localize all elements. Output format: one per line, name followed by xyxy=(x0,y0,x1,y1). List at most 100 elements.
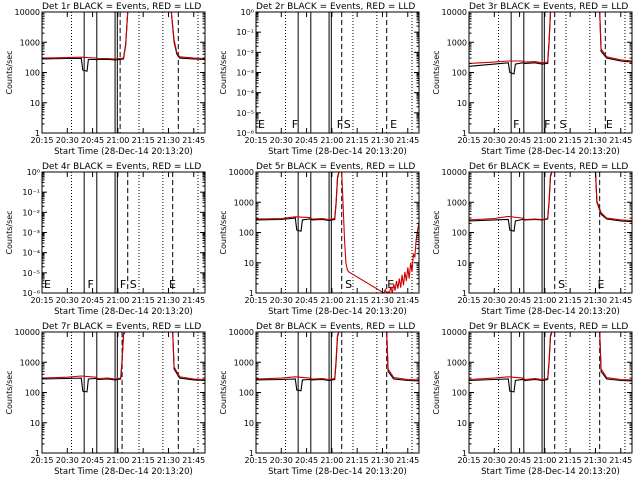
y-tick-label: 1000 xyxy=(447,198,467,207)
x-tick-label: 21:45 xyxy=(396,296,419,305)
x-tick-label: 20:45 xyxy=(295,456,318,465)
panel-title: Det 3r BLACK = Events, RED = LLD xyxy=(469,2,628,12)
y-tick-label: 1000 xyxy=(20,38,40,47)
panel-title: Det 2r BLACK = Events, RED = LLD xyxy=(256,2,415,12)
panel-title: Det 1r BLACK = Events, RED = LLD xyxy=(42,2,201,12)
y-tick-label: 1 xyxy=(249,289,254,298)
x-tick-label: 20:15 xyxy=(244,456,267,465)
x-tick-label: 20:15 xyxy=(244,136,267,145)
marker-label: E xyxy=(597,278,604,291)
y-tick-label: 10⁻⁴ xyxy=(22,249,40,258)
x-tick-label: 21:15 xyxy=(132,456,155,465)
panel-det-8r: Det 8r BLACK = Events, RED = LLD 20:15 20:… xyxy=(219,322,420,477)
x-axis-title: Start Time (28-Dec-14 20:13:20) xyxy=(268,467,407,477)
x-tick-label: 21:30 xyxy=(371,456,394,465)
marker-label: F xyxy=(337,118,343,131)
marker-label: S xyxy=(130,278,137,291)
x-axis-title: Start Time (28-Dec-14 20:13:20) xyxy=(268,147,407,157)
y-axis-title: Counts/sec xyxy=(219,370,228,414)
y-tick-label: 100 xyxy=(452,229,467,238)
x-tick-label: 21:30 xyxy=(371,136,394,145)
x-tick-label: 21:30 xyxy=(584,456,607,465)
x-tick-label: 21:45 xyxy=(609,456,632,465)
plot-frame xyxy=(41,11,206,134)
x-tick-label: 21:15 xyxy=(559,296,582,305)
series-line-lld xyxy=(256,332,419,381)
y-tick-label: 10 xyxy=(457,99,467,108)
plot-frame xyxy=(255,171,420,294)
marker-label: F xyxy=(120,278,126,291)
marker-label: F xyxy=(292,118,298,131)
x-tick-label: 21:00 xyxy=(320,136,343,145)
x-tick-label: 20:45 xyxy=(81,136,104,145)
panel-title: Det 8r BLACK = Events, RED = LLD xyxy=(256,322,415,332)
x-tick-label: 21:45 xyxy=(182,136,205,145)
y-tick-label: 10000 xyxy=(442,168,467,177)
y-axis-title: Counts/sec xyxy=(219,210,228,254)
y-tick-label: 1000 xyxy=(447,358,467,367)
x-tick-label: 20:30 xyxy=(56,456,79,465)
y-tick-label: 100 xyxy=(25,69,40,78)
x-tick-label: 20:45 xyxy=(81,456,104,465)
series-line-lld xyxy=(42,12,205,60)
series-line-lld xyxy=(469,332,632,381)
x-tick-label: 21:00 xyxy=(533,136,556,145)
y-tick-label: 10⁻⁶ xyxy=(236,129,254,138)
y-tick-label: 10 xyxy=(244,259,254,268)
x-tick-label: 21:15 xyxy=(132,296,155,305)
x-tick-label: 20:45 xyxy=(508,296,531,305)
x-tick-label: 21:45 xyxy=(609,136,632,145)
y-axis-title: Counts/sec xyxy=(432,370,441,414)
y-tick-label: 1000 xyxy=(447,38,467,47)
x-tick-label: 21:15 xyxy=(346,456,369,465)
x-tick-label: 21:45 xyxy=(609,296,632,305)
series-line-events xyxy=(42,12,205,72)
x-tick-label: 21:30 xyxy=(584,296,607,305)
y-tick-label: 10⁻³ xyxy=(22,229,40,238)
y-tick-label: 10 xyxy=(457,259,467,268)
marker-label: E xyxy=(44,278,51,291)
y-tick-label: 1 xyxy=(462,289,467,298)
marker-label: F xyxy=(513,118,519,131)
plot-frame xyxy=(41,331,206,454)
y-tick-label: 10000 xyxy=(15,328,40,337)
x-axis-title: Start Time (28-Dec-14 20:13:20) xyxy=(54,307,193,317)
series-line-lld xyxy=(469,12,632,64)
x-tick-label: 20:45 xyxy=(81,296,104,305)
x-tick-label: 21:00 xyxy=(533,296,556,305)
x-tick-label: 20:30 xyxy=(56,296,79,305)
x-axis-title: Start Time (28-Dec-14 20:13:20) xyxy=(481,307,620,317)
series-line-lld xyxy=(256,172,419,293)
y-tick-label: 100 xyxy=(239,389,254,398)
y-tick-label: 10000 xyxy=(15,8,40,17)
panel-title: Det 6r BLACK = Events, RED = LLD xyxy=(469,162,628,172)
y-tick-label: 1 xyxy=(35,449,40,458)
x-tick-label: 21:00 xyxy=(533,456,556,465)
y-tick-label: 10⁻⁶ xyxy=(22,289,40,298)
marker-label: F xyxy=(88,278,94,291)
x-tick-label: 20:30 xyxy=(270,136,293,145)
plot-frame xyxy=(255,11,420,134)
y-tick-label: 10⁻⁴ xyxy=(236,89,254,98)
y-axis-title: Counts/sec xyxy=(5,50,14,94)
marker-label: E xyxy=(169,278,176,291)
marker-label: E xyxy=(387,278,394,291)
y-tick-label: 1000 xyxy=(20,358,40,367)
x-tick-label: 20:45 xyxy=(295,136,318,145)
x-tick-label: 21:15 xyxy=(346,136,369,145)
y-tick-label: 100 xyxy=(452,69,467,78)
panel-title: Det 5r BLACK = Events, RED = LLD xyxy=(256,162,415,172)
marker-label: S xyxy=(344,118,351,131)
x-tick-label: 20:30 xyxy=(483,456,506,465)
x-tick-label: 20:45 xyxy=(508,456,531,465)
y-tick-label: 1 xyxy=(462,129,467,138)
x-tick-label: 20:30 xyxy=(270,296,293,305)
x-tick-label: 20:45 xyxy=(295,296,318,305)
y-tick-label: 10 xyxy=(30,419,40,428)
plot-frame xyxy=(255,331,420,454)
x-tick-label: 20:30 xyxy=(483,136,506,145)
